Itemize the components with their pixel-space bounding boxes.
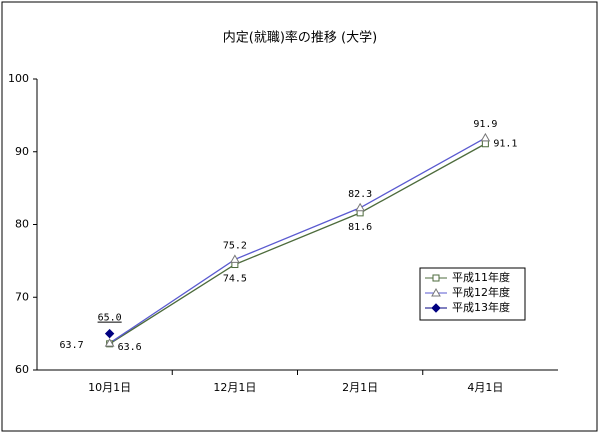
point: [432, 274, 440, 282]
point: [480, 132, 491, 142]
point: [104, 338, 115, 347]
point: [431, 303, 441, 313]
y-tick-label: 90: [15, 145, 29, 158]
y-tick-label: 100: [8, 72, 29, 85]
chart-title: 内定(就職)率の推移 (大学): [223, 30, 377, 46]
point: [431, 287, 441, 297]
data-label: 63.7: [60, 340, 84, 351]
legend-label: 平成12年度: [452, 285, 510, 299]
data-label: 82.3: [348, 189, 372, 200]
legend-label: 平成11年度: [452, 270, 510, 284]
data-label: 63.6: [118, 342, 142, 353]
data-label: 65.0: [98, 313, 122, 324]
point: [104, 328, 115, 339]
x-tick-label: 12月1日: [213, 381, 256, 394]
y-tick-label: 80: [15, 218, 29, 231]
y-tick-label: 60: [15, 363, 29, 376]
point: [355, 202, 365, 212]
series-line: [109, 143, 486, 345]
point: [481, 140, 489, 148]
data-label: 91.9: [473, 119, 497, 130]
point: [230, 254, 240, 263]
data-label: 91.1: [493, 139, 517, 150]
data-label: 75.2: [223, 240, 247, 251]
x-tick-label: 4月1日: [467, 381, 503, 394]
series-line: [109, 137, 486, 344]
legend-label: 平成13年度: [452, 300, 510, 314]
x-tick-label: 10月1日: [88, 381, 131, 394]
data-label: 74.5: [223, 274, 247, 285]
x-tick-label: 2月1日: [342, 381, 378, 394]
data-label: 81.6: [348, 222, 372, 233]
y-tick-label: 70: [15, 290, 29, 303]
